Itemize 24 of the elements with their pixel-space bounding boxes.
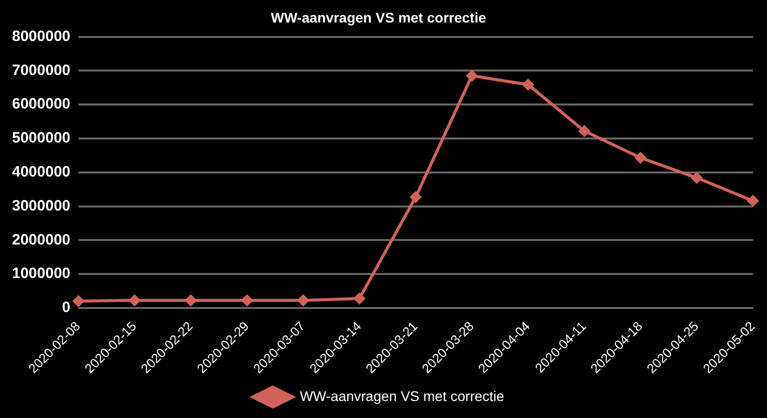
- point: [635, 152, 646, 164]
- legend-label: WW-aanvragen VS met correctie: [300, 388, 504, 404]
- y-tick-label: 3000000: [12, 197, 70, 214]
- y-tick-label: 4000000: [12, 164, 70, 181]
- y-tick-label: 1000000: [12, 265, 70, 282]
- point: [242, 294, 253, 306]
- y-tick-label: 0: [62, 299, 70, 316]
- point: [691, 172, 702, 184]
- point: [129, 294, 140, 306]
- y-tick-label: 7000000: [12, 62, 70, 79]
- y-tick-label: 2000000: [12, 231, 70, 248]
- point: [354, 292, 365, 304]
- point: [185, 294, 196, 306]
- point: [578, 126, 590, 137]
- point: [747, 195, 758, 206]
- point: [466, 70, 478, 82]
- point: [410, 192, 422, 203]
- y-tick-label: 8000000: [12, 28, 70, 45]
- y-tick-label: 5000000: [12, 130, 70, 147]
- point: [298, 294, 309, 306]
- point: [522, 79, 534, 90]
- point: [72, 296, 84, 307]
- chart-title: WW-aanvragen VS met correctie: [270, 9, 486, 26]
- y-tick-label: 6000000: [12, 96, 70, 113]
